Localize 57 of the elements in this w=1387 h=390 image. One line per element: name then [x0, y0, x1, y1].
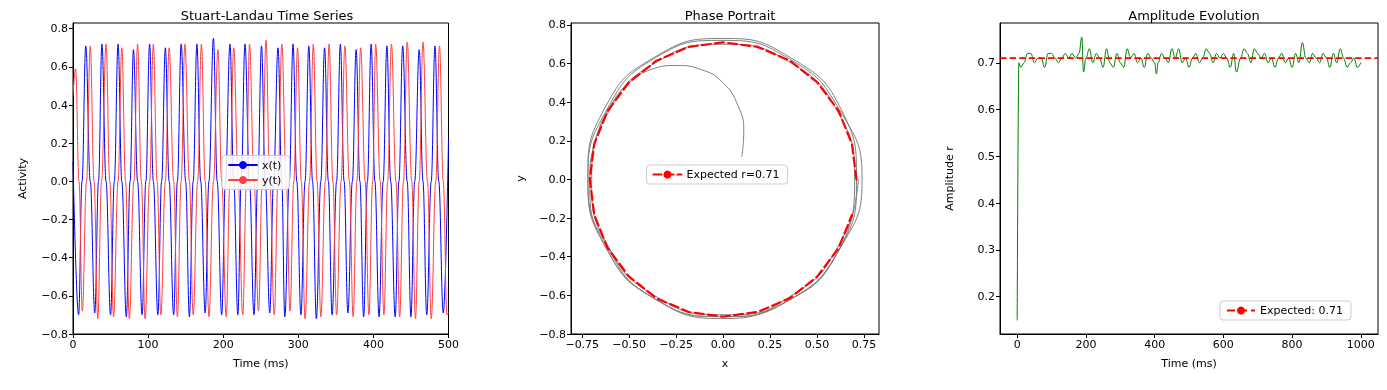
y-tick-label: 0.8 [548, 18, 566, 32]
x-tick-label: 0.00 [710, 338, 736, 351]
x-tick-label: 0 [69, 338, 77, 351]
x-tick-label: 400 [362, 338, 384, 351]
y-tick-label: −0.4 [539, 250, 566, 264]
y-tick-label: −0.4 [41, 251, 68, 265]
y-tick-label: 0.2 [50, 136, 68, 150]
y-tick-label: 0.4 [50, 98, 68, 112]
y-axis-title: Activity [16, 157, 29, 200]
y-tick-label: 0.6 [50, 60, 68, 74]
x-tick-label: −0.75 [565, 338, 600, 351]
y-tick-label: 0.8 [50, 22, 68, 36]
legend-label: Expected r=0.71 [686, 168, 780, 181]
chart-title: Phase Portrait [684, 8, 776, 23]
x-tick-label: −0.50 [612, 338, 647, 351]
y-tick-label: 0.0 [548, 172, 566, 186]
y-tick-label: −0.2 [41, 213, 68, 227]
x-tick-label: 100 [137, 338, 159, 351]
x-tick-label: 0 [1013, 338, 1021, 351]
y-tick-label: 0.6 [548, 57, 566, 71]
x-tick-label: 500 [438, 338, 459, 351]
x-axis-title: Time (ms) [232, 357, 289, 370]
x-tick-label: 0.50 [804, 338, 830, 351]
x-tick-label: 200 [1075, 338, 1097, 351]
x-axis-title: Time (ms) [1160, 357, 1217, 370]
x-tick-label: 0.75 [851, 338, 877, 351]
x-axis-title: x [721, 357, 729, 370]
x-tick-label: −0.25 [659, 338, 694, 351]
y-tick-label: −0.2 [539, 211, 566, 225]
x-tick-label: 200 [212, 338, 234, 351]
y-tick-label: 0.3 [977, 243, 995, 257]
y-tick-label: −0.6 [539, 288, 566, 302]
x-tick-label: 800 [1281, 338, 1303, 351]
y-tick-label: 0.2 [977, 290, 995, 304]
line-series [1016, 36, 1362, 321]
y-tick-label: 0.7 [977, 56, 995, 70]
x-tick-label: 600 [1212, 338, 1234, 351]
y-tick-label: 0.6 [977, 103, 995, 117]
y-axis-title: y [514, 174, 527, 182]
x-tick-label: 300 [287, 338, 309, 351]
y-tick-label: −0.8 [41, 327, 68, 341]
chart-title: Stuart-Landau Time Series [180, 8, 354, 23]
legend-label: x(t) [262, 158, 282, 172]
y-tick-label: 0.5 [977, 149, 995, 163]
x-tick-label: 0.25 [757, 338, 783, 351]
legend-label: y(t) [262, 173, 282, 187]
y-tick-label: −0.8 [539, 327, 566, 341]
y-axis-title: Amplitude r [943, 145, 956, 211]
y-tick-label: 0.0 [50, 174, 68, 188]
y-tick-label: 0.4 [548, 95, 566, 109]
legend-label: Expected: 0.71 [1260, 304, 1344, 317]
x-tick-label: 1000 [1346, 338, 1375, 351]
y-tick-label: 0.2 [548, 134, 566, 148]
y-tick-label: 0.4 [977, 196, 995, 210]
x-tick-label: 400 [1144, 338, 1166, 351]
y-tick-label: −0.6 [41, 289, 68, 303]
chart-title: Amplitude Evolution [1128, 8, 1260, 23]
